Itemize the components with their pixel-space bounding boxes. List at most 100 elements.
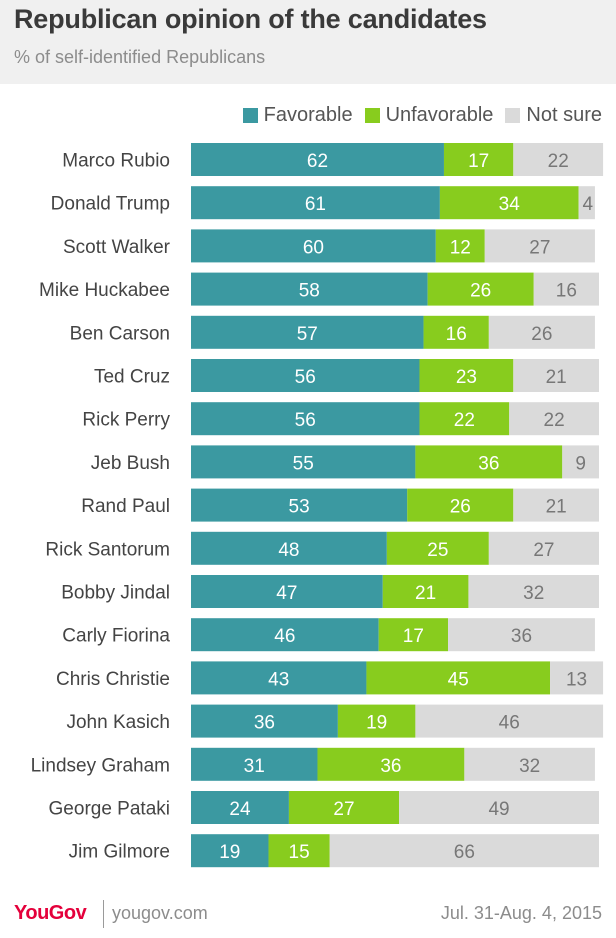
value-label-favorable-jim-gilmore: 19 (219, 842, 240, 863)
bar-not-sure-donald-trump (578, 186, 595, 220)
category-label-scott-walker: Scott Walker (63, 237, 171, 258)
value-label-not-sure-marco-rubio: 22 (548, 151, 569, 172)
legend-label-not-sure: Not sure (526, 104, 602, 126)
value-label-not-sure-ben-carson: 26 (531, 324, 552, 345)
category-label-marco-rubio: Marco Rubio (62, 151, 170, 172)
bar-unfavorable-mike-huckabee (427, 272, 534, 306)
bar-favorable-ted-cruz (191, 359, 420, 392)
bar-not-sure-scott-walker (484, 229, 595, 263)
value-label-favorable-chris-christie: 43 (268, 669, 289, 690)
bar-favorable-rick-perry (191, 402, 420, 436)
bar-unfavorable-marco-rubio (443, 143, 514, 176)
bar-unfavorable-george-pataki (288, 791, 400, 824)
category-label-rick-santorum: Rick Santorum (45, 539, 170, 560)
bar-favorable-marco-rubio (191, 143, 444, 176)
value-label-favorable-rick-perry: 56 (295, 410, 316, 431)
bar-not-sure-rick-santorum (488, 531, 599, 565)
value-label-unfavorable-rand-paul: 26 (450, 497, 471, 518)
value-label-unfavorable-bobby-jindal: 21 (415, 583, 436, 604)
bar-unfavorable-ben-carson (423, 315, 489, 349)
value-label-unfavorable-donald-trump: 34 (499, 194, 521, 215)
legend-swatch-not-sure (505, 108, 521, 123)
bar-unfavorable-john-kasich (337, 704, 416, 738)
value-label-unfavorable-marco-rubio: 17 (468, 151, 489, 172)
value-label-favorable-scott-walker: 60 (303, 237, 324, 258)
bar-unfavorable-donald-trump (439, 186, 579, 220)
bar-unfavorable-rand-paul (407, 488, 514, 522)
legend-item-favorable: Favorable (242, 104, 353, 127)
bar-not-sure-chris-christie (550, 661, 604, 695)
bar-not-sure-bobby-jindal (468, 575, 599, 608)
category-label-lindsey-graham: Lindsey Graham (31, 755, 170, 776)
value-label-unfavorable-jeb-bush: 36 (478, 453, 499, 474)
value-label-unfavorable-ben-carson: 16 (446, 324, 467, 345)
bar-not-sure-jeb-bush (562, 445, 599, 479)
bar-favorable-bobby-jindal (191, 575, 383, 608)
legend: Favorable Unfavorable Not sure (231, 104, 602, 127)
value-label-unfavorable-george-pataki: 27 (333, 799, 354, 820)
bar-not-sure-ted-cruz (513, 359, 599, 392)
category-label-rand-paul: Rand Paul (81, 496, 170, 517)
bar-favorable-chris-christie (191, 661, 367, 695)
legend-swatch-favorable (242, 108, 258, 123)
bar-favorable-george-pataki (191, 791, 289, 824)
legend-label-favorable: Favorable (263, 104, 353, 126)
bar-favorable-jeb-bush (191, 445, 416, 479)
bar-not-sure-ben-carson (488, 315, 595, 349)
category-label-rick-perry: Rick Perry (82, 410, 170, 431)
value-label-not-sure-chris-christie: 13 (566, 669, 587, 690)
bar-favorable-lindsey-graham (191, 747, 318, 781)
bar-unfavorable-bobby-jindal (382, 575, 469, 608)
bar-unfavorable-rick-perry (419, 402, 510, 436)
bar-favorable-jim-gilmore (191, 834, 269, 868)
value-label-unfavorable-scott-walker: 12 (450, 237, 471, 258)
bar-favorable-mike-huckabee (191, 272, 428, 306)
value-label-unfavorable-rick-perry: 22 (454, 410, 475, 431)
value-label-unfavorable-rick-santorum: 25 (427, 540, 448, 561)
yougov-logo: YouGov (14, 902, 87, 924)
bar-not-sure-george-pataki (399, 791, 599, 824)
bar-favorable-donald-trump (191, 186, 440, 220)
value-label-not-sure-jim-gilmore: 66 (454, 842, 475, 863)
bar-not-sure-marco-rubio (513, 143, 604, 176)
bar-favorable-rick-santorum (191, 531, 387, 565)
bar-favorable-ben-carson (191, 315, 424, 349)
category-label-jeb-bush: Jeb Bush (91, 453, 170, 474)
value-label-favorable-john-kasich: 36 (254, 713, 275, 734)
value-label-not-sure-john-kasich: 46 (499, 713, 520, 734)
header-band: Republican opinion of the candidates % o… (0, 0, 616, 84)
legend-swatch-unfavorable (364, 108, 380, 123)
bar-favorable-scott-walker (191, 229, 436, 263)
value-label-not-sure-donald-trump: 4 (582, 194, 593, 215)
bar-unfavorable-jeb-bush (415, 445, 563, 479)
legend-item-unfavorable: Unfavorable (364, 104, 493, 127)
value-label-not-sure-rick-santorum: 27 (533, 540, 554, 561)
value-label-unfavorable-jim-gilmore: 15 (289, 842, 310, 863)
value-label-not-sure-lindsey-graham: 32 (519, 756, 540, 777)
value-label-unfavorable-lindsey-graham: 36 (380, 756, 401, 777)
category-label-chris-christie: Chris Christie (56, 669, 170, 690)
value-label-not-sure-bobby-jindal: 32 (523, 583, 544, 604)
footer-site: yougov.com (112, 903, 208, 923)
value-label-favorable-ben-carson: 57 (297, 324, 318, 345)
value-label-favorable-george-pataki: 24 (229, 799, 251, 820)
bar-unfavorable-ted-cruz (419, 359, 514, 392)
value-label-favorable-marco-rubio: 62 (307, 151, 328, 172)
value-label-favorable-jeb-bush: 55 (293, 453, 314, 474)
value-label-not-sure-ted-cruz: 21 (546, 367, 567, 388)
category-label-donald-trump: Donald Trump (51, 194, 170, 215)
value-label-favorable-mike-huckabee: 58 (299, 281, 320, 302)
value-label-not-sure-rand-paul: 21 (546, 497, 567, 518)
category-label-bobby-jindal: Bobby Jindal (61, 583, 170, 604)
value-label-unfavorable-mike-huckabee: 26 (470, 281, 491, 302)
category-label-george-pataki: George Pataki (49, 799, 170, 820)
category-label-jim-gilmore: Jim Gilmore (69, 842, 170, 863)
legend-item-not-sure: Not sure (505, 104, 602, 127)
value-label-not-sure-rick-perry: 22 (544, 410, 565, 431)
footer-date: Jul. 31-Aug. 4, 2015 (440, 903, 602, 923)
value-label-not-sure-scott-walker: 27 (529, 237, 550, 258)
value-label-favorable-bobby-jindal: 47 (276, 583, 297, 604)
bar-not-sure-rand-paul (513, 488, 599, 522)
value-label-not-sure-george-pataki: 49 (488, 799, 509, 820)
bar-not-sure-mike-huckabee (533, 272, 599, 306)
